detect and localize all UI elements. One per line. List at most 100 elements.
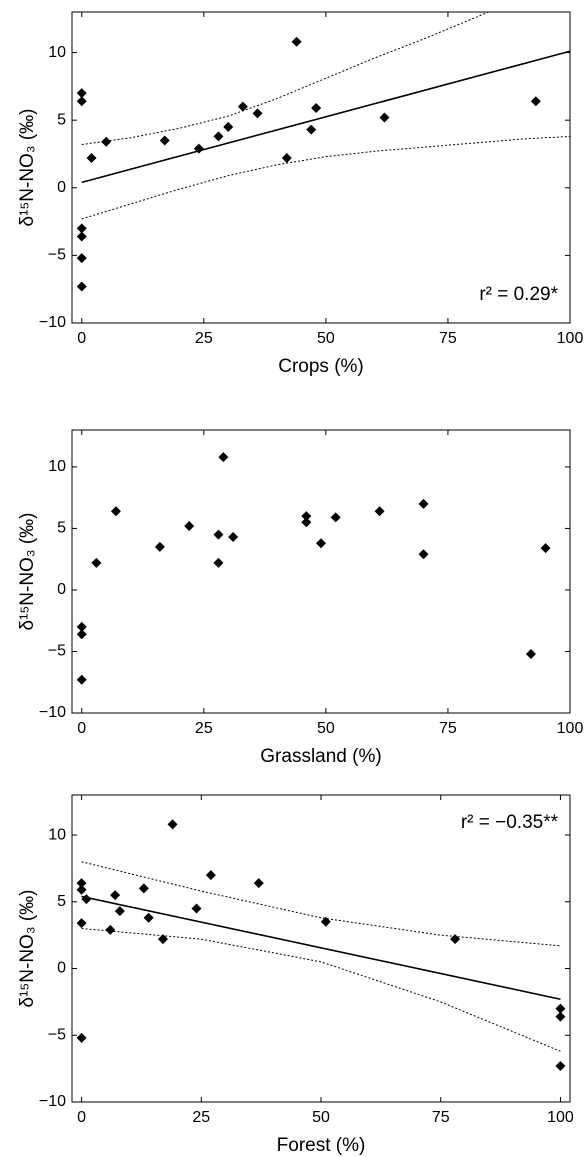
point (374, 506, 385, 517)
x-axis-label: Crops (%) (278, 356, 364, 377)
point (101, 136, 112, 147)
point (379, 112, 390, 123)
x-tick-label: 25 (195, 330, 213, 347)
x-tick-label: 75 (439, 330, 457, 347)
y-tick-label: 10 (48, 44, 66, 61)
x-tick-label: 25 (195, 720, 213, 737)
annotation: r² = −0.35** (461, 812, 559, 833)
point (320, 916, 331, 927)
point (555, 1011, 566, 1022)
y-tick-label: −10 (39, 314, 66, 331)
point (76, 1032, 87, 1043)
point (76, 621, 87, 632)
point (76, 918, 87, 929)
y-tick-label: −5 (48, 1026, 66, 1043)
x-tick-label: 75 (439, 720, 457, 737)
point (76, 674, 87, 685)
y-tick-label: 5 (57, 520, 66, 537)
x-tick-label: 75 (432, 1109, 450, 1126)
x-axis-label: Forest (%) (277, 1135, 366, 1156)
point (316, 538, 326, 549)
point (450, 934, 461, 945)
point (159, 135, 170, 146)
point (76, 629, 87, 640)
point (291, 36, 302, 47)
point (311, 103, 322, 114)
x-tick-label: 50 (317, 720, 335, 737)
point (138, 883, 149, 894)
point (306, 124, 317, 135)
point (184, 520, 195, 531)
x-tick-label: 50 (312, 1109, 330, 1126)
point (167, 819, 178, 830)
panel: 0 25 50 75 100 −10 −5 0 5 10 Forest (%) δ¹⁵N-NO₃ (‰… (17, 794, 574, 1156)
point (110, 890, 121, 901)
x-tick-label: 100 (557, 330, 584, 347)
confidence-band (81, 135, 570, 220)
y-tick-label: −5 (48, 247, 66, 264)
point (76, 253, 87, 264)
y-tick-label: −10 (39, 704, 66, 721)
point (213, 529, 224, 540)
point (81, 894, 92, 905)
point (228, 532, 239, 543)
x-tick-label: 0 (77, 720, 86, 737)
point (76, 223, 87, 234)
point (76, 878, 87, 889)
confidence-band (81, 861, 561, 947)
point (154, 541, 165, 552)
x-tick-label: 100 (547, 1109, 574, 1126)
point (76, 884, 87, 895)
y-tick-label: 10 (48, 458, 66, 475)
point (525, 648, 536, 659)
regression-line (81, 50, 570, 184)
y-tick-label: 0 (57, 179, 66, 196)
plot-frame (71, 11, 571, 324)
point (76, 88, 87, 99)
x-tick-label: 0 (77, 1109, 86, 1126)
point (105, 924, 116, 935)
point (110, 506, 121, 517)
y-axis-label: δ¹⁵N-NO₃ (‰) (17, 513, 38, 631)
x-tick-label: 100 (557, 720, 584, 737)
point (555, 1060, 566, 1071)
point (418, 549, 429, 560)
point (530, 96, 541, 107)
panel: 0 25 50 75 100 −10 −5 0 5 10 Grassland (%) δ¹⁵N-NO₃… (17, 429, 584, 767)
y-tick-label: −5 (48, 643, 66, 660)
confidence-band (81, 927, 561, 1052)
point (76, 96, 87, 107)
point (253, 878, 264, 889)
y-axis-label: δ¹⁵N-NO₃ (‰) (17, 890, 38, 1008)
point (193, 143, 204, 154)
point (237, 101, 248, 112)
y-tick-label: 5 (57, 893, 66, 910)
x-tick-label: 25 (192, 1109, 210, 1126)
point (143, 912, 154, 923)
y-tick-label: −10 (39, 1093, 66, 1110)
y-tick-label: 0 (57, 960, 66, 977)
point (205, 870, 216, 881)
panel: 0 25 50 75 100 −10 −5 0 5 10 Crops (%) δ¹⁵N-NO₃ (‰)… (17, 11, 584, 377)
point (191, 903, 202, 914)
point (76, 281, 87, 292)
annotation: r² = 0.29* (479, 284, 558, 305)
confidence-band (81, 12, 490, 146)
point (252, 108, 263, 119)
point (301, 511, 312, 522)
x-tick-label: 50 (317, 330, 335, 347)
y-tick-label: 10 (48, 826, 66, 843)
point (91, 557, 102, 568)
y-tick-label: 0 (57, 581, 66, 598)
point (213, 131, 224, 142)
x-tick-label: 0 (77, 330, 86, 347)
plot-frame (71, 429, 571, 714)
point (301, 517, 312, 528)
point (218, 452, 229, 463)
point (213, 557, 224, 568)
x-axis-label: Grassland (%) (260, 746, 381, 767)
point (223, 121, 234, 132)
point (281, 153, 292, 164)
point (330, 512, 341, 523)
